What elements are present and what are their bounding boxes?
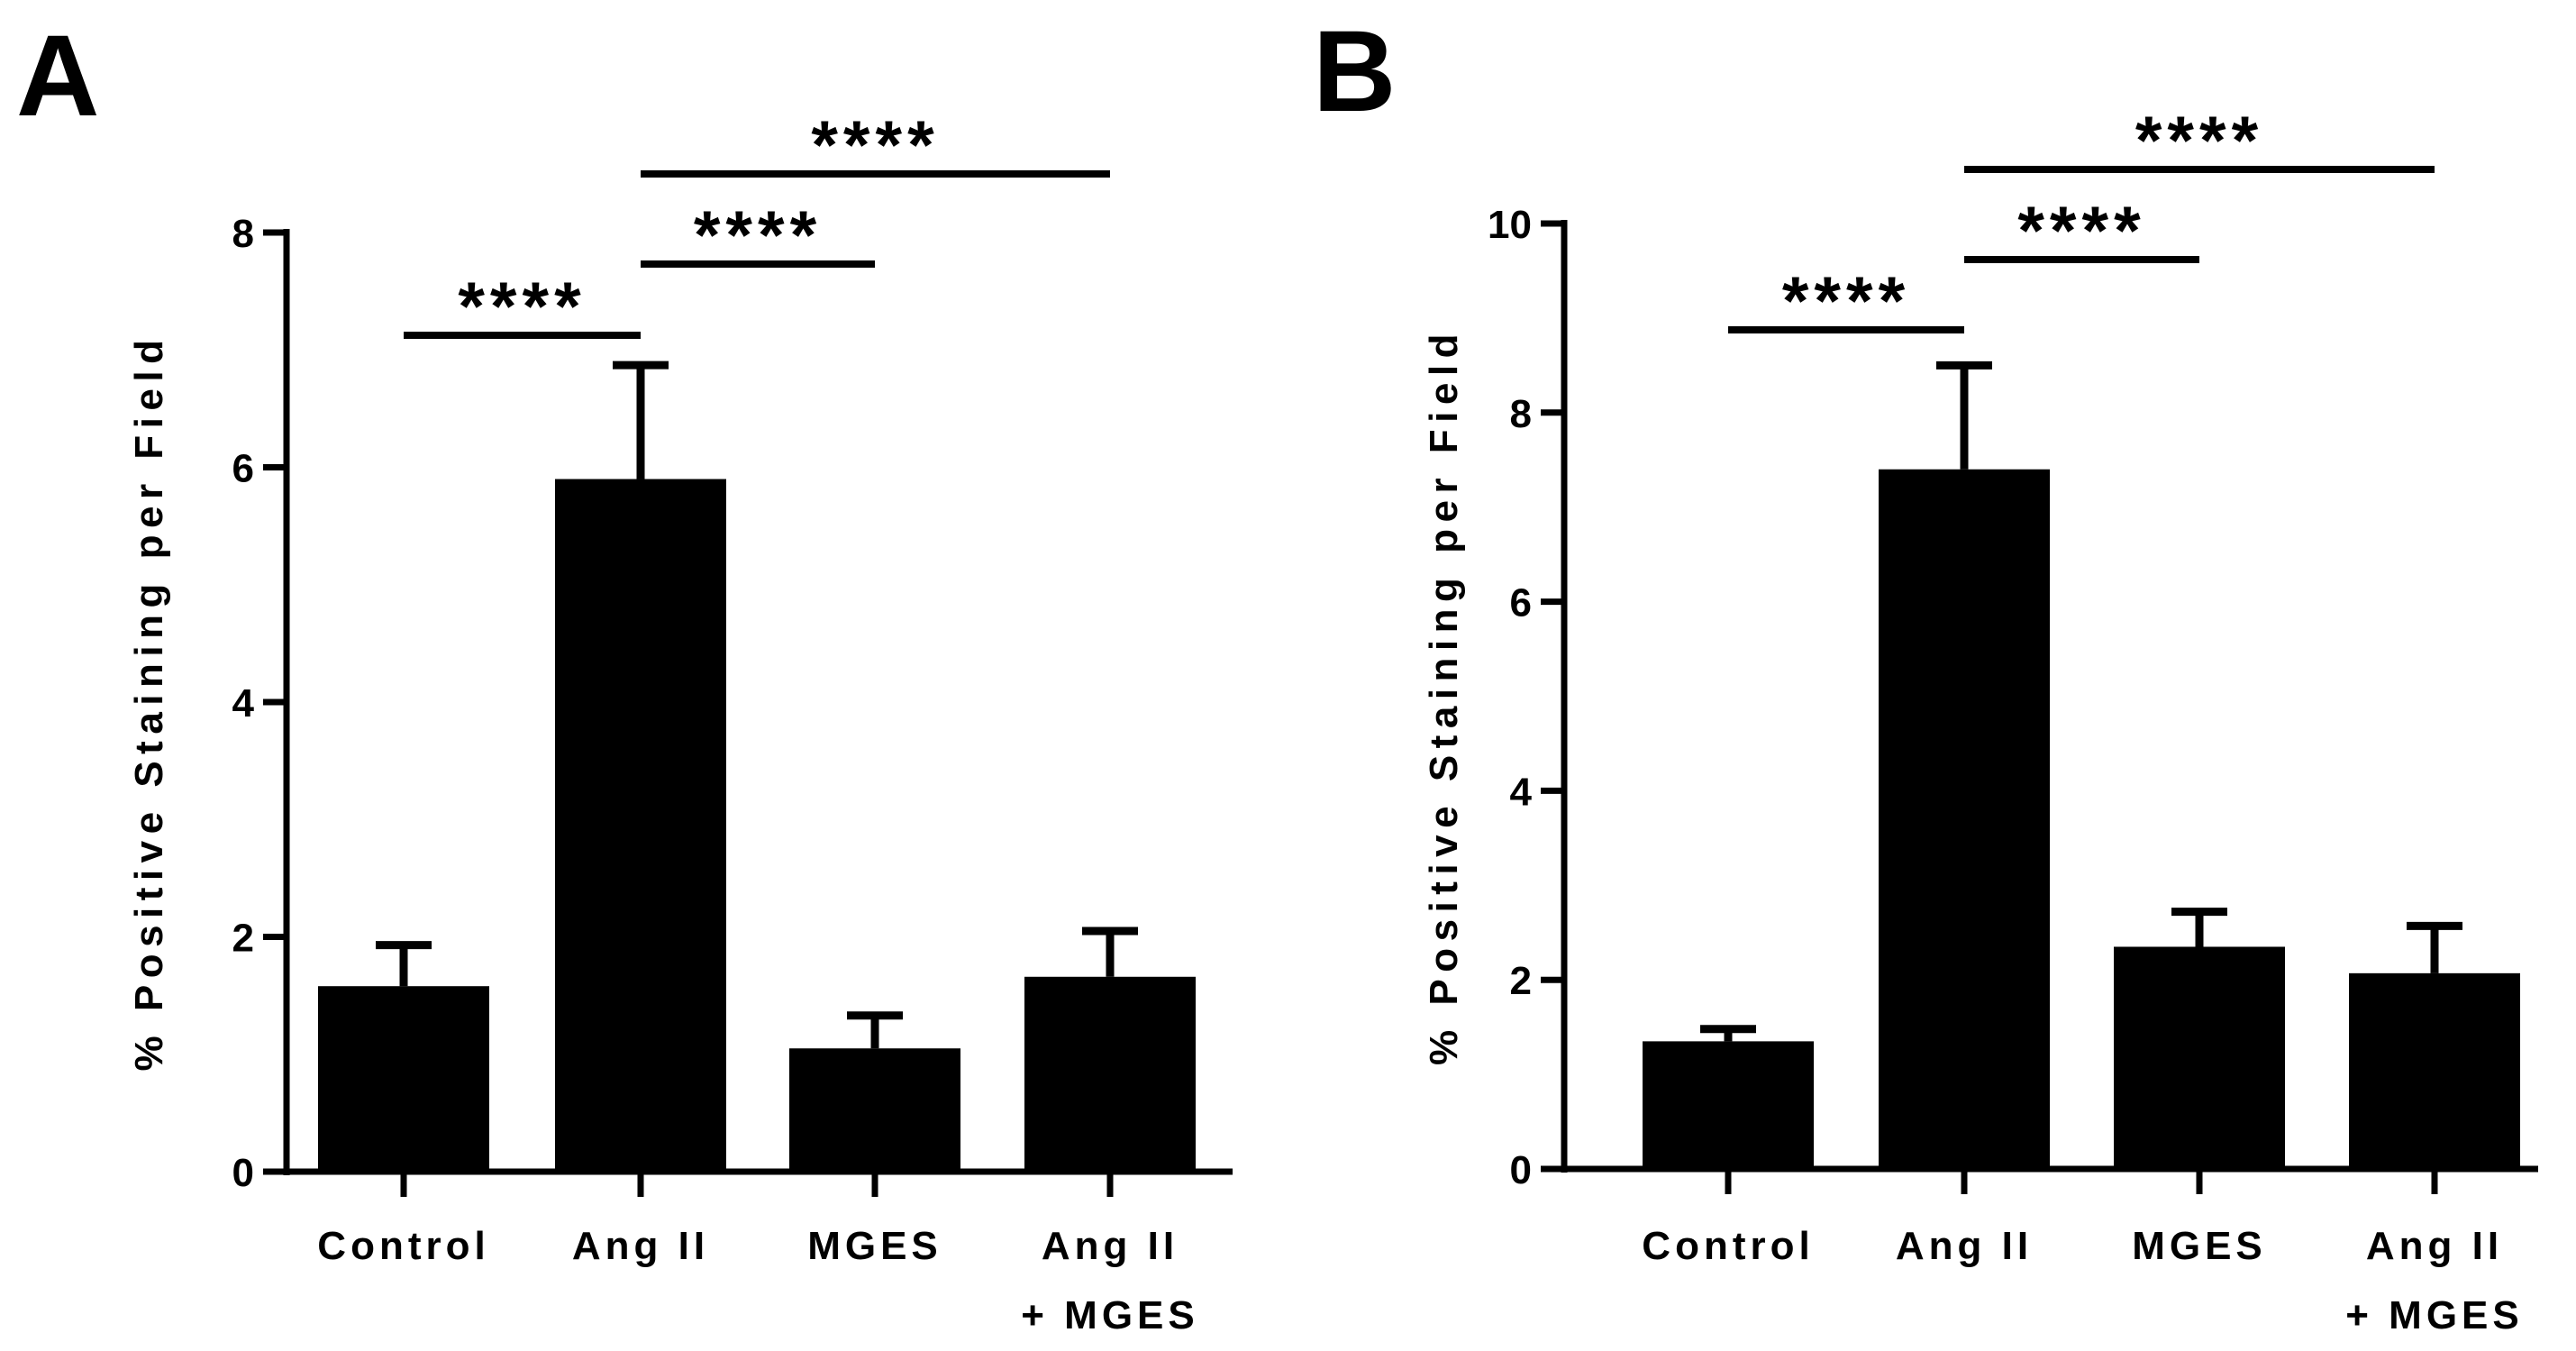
y-axis-title: % Positive Staining per Field (127, 333, 171, 1072)
y-tick-label: 0 (1510, 1148, 1532, 1192)
panel-letter: A (16, 12, 99, 141)
significance-label: **** (458, 269, 586, 345)
panel-a: A 0 2 4 6 8 Control Ang II MGES Ang II + MGES % Pos… (16, 12, 1233, 1337)
x-tick-label: + MGES (2345, 1293, 2524, 1337)
x-tick-label: Control (1642, 1224, 1814, 1268)
significance-label: **** (2135, 103, 2263, 179)
y-tick-label: 2 (1510, 959, 1532, 1003)
significance-label: **** (694, 197, 822, 274)
panel-letter: B (1313, 7, 1396, 136)
y-tick-label: 8 (232, 212, 254, 256)
x-tick-label: Ang II (1896, 1224, 2033, 1268)
x-tick-label: Ang II (1042, 1224, 1179, 1268)
significance-label: **** (1782, 263, 1910, 340)
bar (1879, 469, 2050, 1169)
y-tick-label: 8 (1510, 392, 1532, 436)
x-tick-label: Control (317, 1224, 489, 1268)
bar (555, 479, 726, 1172)
bar (789, 1048, 960, 1172)
bar (2349, 972, 2520, 1169)
bar (1643, 1041, 1814, 1169)
y-tick-label: 2 (232, 917, 254, 961)
bar (318, 986, 489, 1172)
x-tick-label: MGES (807, 1224, 942, 1268)
y-tick-label: 10 (1488, 203, 1532, 247)
y-tick-label: 4 (1510, 770, 1533, 814)
panel-b: B 0 2 4 6 8 10 Control Ang II MGES Ang II + MGES % P… (1313, 7, 2538, 1337)
y-tick-label: 6 (232, 447, 254, 491)
y-axis-title: % Positive Staining per Field (1422, 327, 1466, 1065)
significance-label: **** (2017, 193, 2145, 269)
x-tick-label: Ang II (2366, 1224, 2503, 1268)
y-tick-label: 0 (232, 1151, 254, 1195)
y-tick-label: 4 (232, 681, 255, 726)
y-tick-label: 6 (1510, 581, 1532, 625)
bar (1024, 976, 1196, 1172)
x-tick-label: + MGES (1021, 1293, 1199, 1337)
significance-label: **** (811, 107, 939, 184)
bar (2114, 946, 2285, 1169)
x-tick-label: Ang II (572, 1224, 709, 1268)
x-tick-label: MGES (2132, 1224, 2267, 1268)
